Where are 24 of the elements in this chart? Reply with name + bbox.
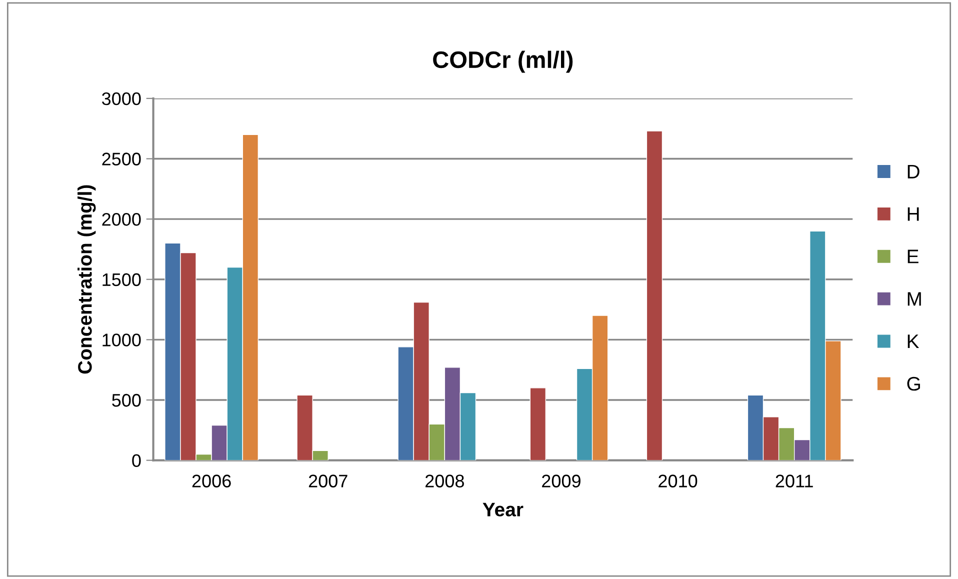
bar [530,388,546,460]
x-tick-label: 2008 [426,474,464,488]
y-axis-title: Concentration (mg/l) [78,185,96,374]
y-tick-label: 2500 [102,152,141,166]
x-tick-label: 2011 [776,474,813,488]
y-tick-label: 3000 [102,92,141,106]
legend-label: K [908,334,920,348]
y-tick-label: 0 [132,454,141,468]
legend-label: E [908,250,918,264]
x-tick-label: 2007 [308,474,348,488]
y-tick-label: 2000 [102,212,141,226]
chart-title: CODCr (ml/l) [433,50,573,73]
legend-label: G [907,376,920,391]
x-tick-label: 2006 [192,474,231,488]
bar [646,130,663,460]
x-tick-label: 2010 [658,474,698,488]
legend-label: D [908,164,920,178]
legend-label: H [908,207,919,221]
y-tick-label: 500 [112,394,141,407]
x-tick-label: 2009 [542,474,580,488]
legend-label: M [908,292,921,306]
y-tick-label: 1000 [102,334,141,346]
x-axis-title: Year [482,502,524,516]
y-tick-label: 1500 [102,273,141,286]
